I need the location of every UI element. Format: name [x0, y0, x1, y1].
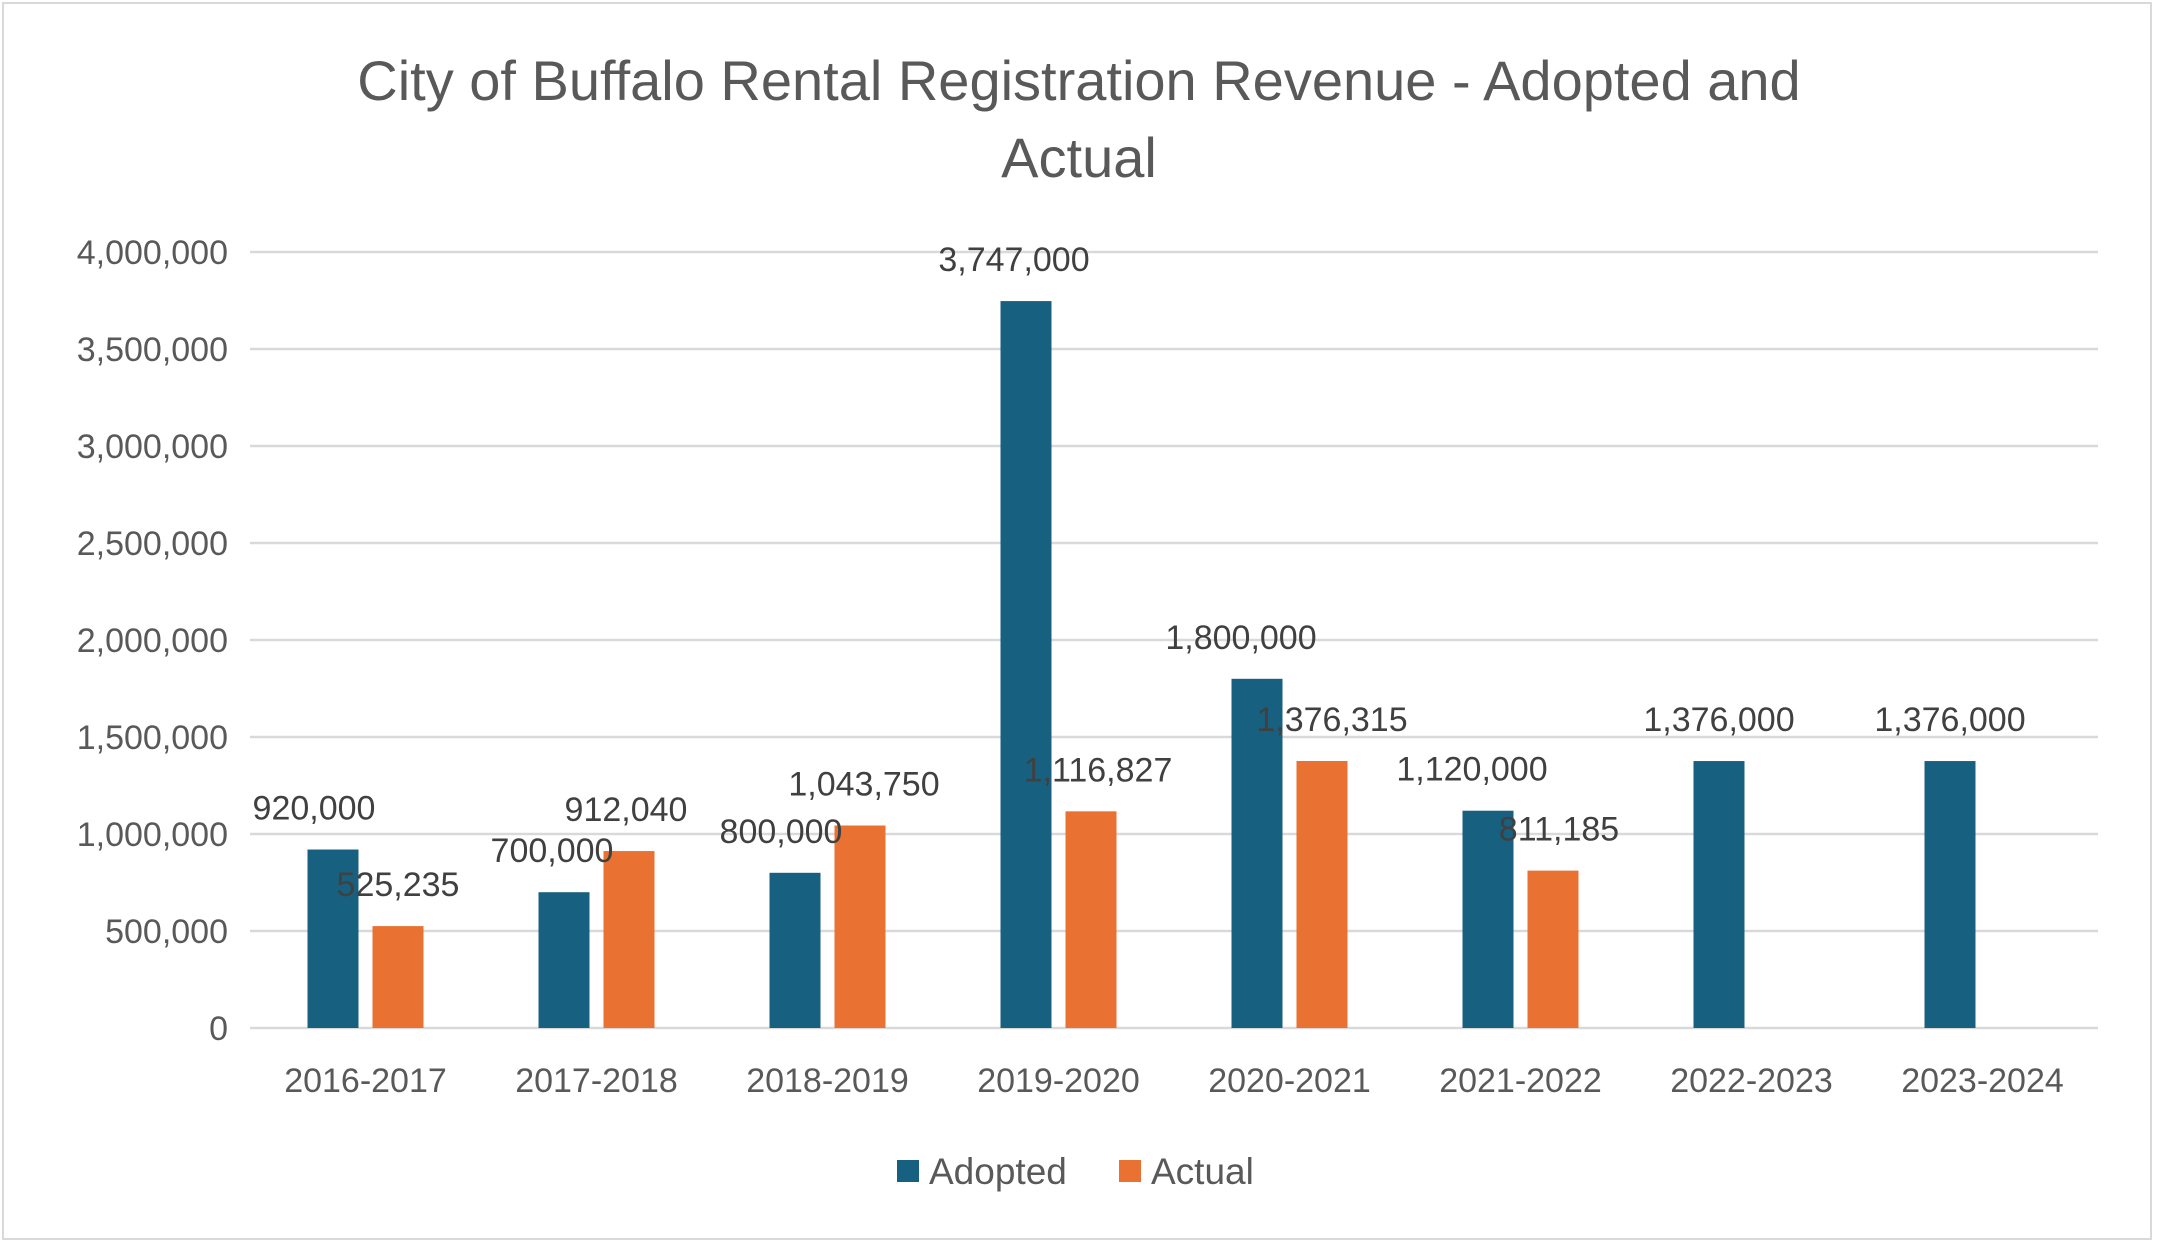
legend: Adopted Actual [897, 1151, 1254, 1192]
y-tick-label: 2,500,000 [77, 525, 228, 563]
y-axis-tick-labels: 0 500,000 1,000,000 1,500,000 2,000,000 2,500… [77, 234, 228, 1048]
chart-title: City of Buffalo Rental Registration Reve… [357, 49, 1800, 189]
y-tick-label: 3,500,000 [77, 331, 228, 369]
data-label-actual: 811,185 [1499, 811, 1619, 849]
data-label-adopted: 920,000 [253, 790, 376, 828]
legend-label-adopted: Adopted [929, 1151, 1067, 1192]
y-tick-label: 1,000,000 [77, 816, 228, 854]
data-label-adopted: 1,376,000 [1643, 701, 1794, 739]
y-tick-label: 2,000,000 [77, 622, 228, 660]
chart-title-line-2: Actual [1001, 126, 1157, 189]
data-label-adopted: 1,800,000 [1165, 619, 1316, 657]
x-category-label: 2018-2019 [746, 1062, 909, 1100]
x-category-label: 2017-2018 [515, 1062, 678, 1100]
bar-actual [1527, 870, 1579, 1028]
bars [307, 301, 1976, 1028]
x-category-label: 2021-2022 [1439, 1062, 1602, 1100]
data-label-adopted: 700,000 [491, 832, 614, 870]
y-tick-label: 500,000 [105, 913, 228, 951]
data-label-adopted: 1,376,000 [1874, 701, 2025, 739]
y-tick-label: 0 [209, 1010, 228, 1048]
x-axis-category-labels: 2016-2017 2017-2018 2018-2019 2019-2020 2020… [284, 1062, 2064, 1100]
bar-adopted [307, 849, 359, 1028]
bar-adopted [1231, 678, 1283, 1028]
x-category-label: 2023-2024 [1901, 1062, 2064, 1100]
bar-adopted [1924, 761, 1976, 1028]
data-label-actual: 1,376,315 [1256, 701, 1407, 739]
x-category-label: 2019-2020 [977, 1062, 1140, 1100]
legend-swatch-actual [1119, 1160, 1141, 1182]
data-label-actual: 912,040 [565, 791, 688, 829]
data-label-adopted: 1,120,000 [1396, 751, 1547, 789]
data-label-actual: 525,235 [337, 866, 460, 904]
y-tick-label: 1,500,000 [77, 719, 228, 757]
data-label-actual: 1,116,827 [1024, 751, 1173, 789]
y-tick-label: 4,000,000 [77, 234, 228, 272]
bar-actual [1296, 760, 1348, 1028]
bar-adopted [538, 892, 590, 1028]
x-category-label: 2020-2021 [1208, 1062, 1371, 1100]
bar-actual [603, 851, 655, 1028]
bar-actual [834, 825, 886, 1028]
bar-adopted [1693, 761, 1745, 1028]
bar-adopted [1462, 810, 1514, 1028]
legend-label-actual: Actual [1151, 1151, 1254, 1192]
bar-actual [1065, 811, 1117, 1028]
chart-title-line-1: City of Buffalo Rental Registration Reve… [357, 49, 1800, 112]
x-category-label: 2022-2023 [1670, 1062, 1833, 1100]
legend-swatch-adopted [897, 1160, 919, 1182]
bar-actual [372, 926, 424, 1028]
bar-adopted [1000, 301, 1052, 1028]
data-label-actual: 1,043,750 [788, 766, 939, 804]
bar-adopted [769, 872, 821, 1028]
x-category-label: 2016-2017 [284, 1062, 447, 1100]
y-tick-label: 3,000,000 [77, 428, 228, 466]
data-label-adopted: 3,747,000 [938, 241, 1089, 279]
data-label-adopted: 800,000 [720, 813, 843, 851]
